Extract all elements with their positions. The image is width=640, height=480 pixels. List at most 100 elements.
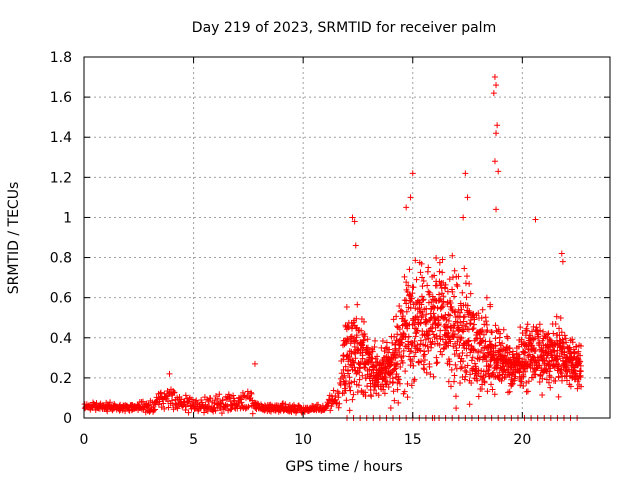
data-point (463, 294, 470, 301)
data-point (449, 288, 456, 295)
data-point (494, 122, 501, 129)
data-point (515, 351, 522, 358)
data-point (496, 347, 503, 354)
data-point (402, 368, 409, 375)
data-point (352, 242, 359, 249)
data-point (487, 303, 494, 310)
data-point (504, 335, 511, 342)
data-point (530, 374, 537, 381)
data-point (496, 372, 503, 379)
data-point (353, 315, 360, 322)
data-point (419, 312, 426, 319)
data-point (539, 392, 546, 399)
data-point (532, 216, 539, 223)
data-point (404, 325, 411, 332)
data-point (393, 361, 400, 368)
data-point (454, 319, 461, 326)
data-point (463, 369, 470, 376)
data-point (214, 395, 221, 402)
data-point (417, 320, 424, 327)
data-point (249, 410, 256, 417)
data-point (403, 204, 410, 211)
data-point (546, 358, 553, 365)
data-point (458, 335, 465, 342)
data-point (499, 340, 506, 347)
data-point (466, 309, 473, 316)
data-point (364, 344, 371, 351)
y-tick-label: 1 (63, 210, 72, 226)
data-point (475, 367, 482, 374)
data-point (559, 258, 566, 265)
data-point (425, 264, 432, 271)
data-point (406, 266, 413, 273)
data-point (491, 158, 498, 165)
data-point (344, 335, 351, 342)
data-point (422, 319, 429, 326)
data-point (509, 348, 516, 355)
data-point (385, 384, 392, 391)
data-point (571, 370, 578, 377)
data-point (468, 366, 475, 373)
data-point (488, 329, 495, 336)
data-point (359, 352, 366, 359)
data-point (449, 252, 456, 259)
data-point (517, 382, 524, 389)
data-point (226, 394, 233, 401)
data-point (467, 290, 474, 297)
data-point (447, 338, 454, 345)
data-point (471, 316, 478, 323)
data-point (555, 373, 562, 380)
data-point (419, 283, 426, 290)
data-point (423, 320, 430, 327)
data-point (157, 389, 164, 396)
data-point (413, 276, 420, 283)
data-point (498, 377, 505, 384)
data-point (328, 403, 335, 410)
data-point (425, 288, 432, 295)
data-point (400, 352, 407, 359)
data-point (495, 168, 502, 175)
data-point (478, 314, 485, 321)
data-point (365, 350, 372, 357)
data-point (433, 332, 440, 339)
data-point (490, 90, 497, 97)
data-point (386, 346, 393, 353)
data-point (546, 336, 553, 343)
y-tick-label: 1.2 (50, 170, 72, 186)
data-point (453, 281, 460, 288)
data-point (421, 348, 428, 355)
data-point (356, 376, 363, 383)
data-point (452, 361, 459, 368)
data-point (218, 410, 225, 417)
data-point (182, 407, 189, 414)
data-point (401, 388, 408, 395)
data-point (414, 313, 421, 320)
data-point (535, 333, 542, 340)
data-point (475, 393, 482, 400)
data-point (349, 214, 356, 221)
data-point (577, 358, 584, 365)
data-point (537, 353, 544, 360)
data-point (435, 321, 442, 328)
data-point (327, 407, 334, 414)
plot-frame (83, 56, 611, 419)
y-tick-label: 0.6 (50, 291, 72, 307)
data-point (207, 395, 214, 402)
data-point (426, 363, 433, 370)
data-point (433, 354, 440, 361)
data-point (411, 353, 418, 360)
data-point (479, 327, 486, 334)
data-point (479, 337, 486, 344)
y-tick-label: 0.4 (50, 331, 72, 347)
data-point (561, 349, 568, 356)
data-point (577, 368, 584, 375)
data-point (569, 339, 576, 346)
data-point (423, 311, 430, 318)
data-point (431, 272, 438, 279)
data-point (231, 397, 238, 404)
data-point (506, 388, 513, 395)
data-point (520, 382, 527, 389)
data-point (403, 308, 410, 315)
data-point (160, 400, 167, 407)
data-point (341, 372, 348, 379)
